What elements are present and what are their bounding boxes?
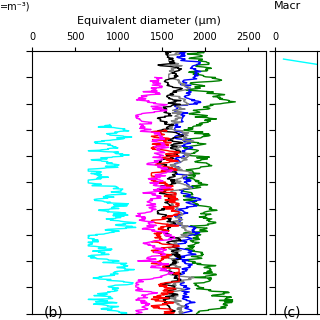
Text: Macr: Macr bbox=[274, 1, 301, 11]
Text: (b): (b) bbox=[44, 306, 63, 320]
X-axis label: Equivalent diameter (μm): Equivalent diameter (μm) bbox=[77, 16, 221, 26]
Text: =m⁻³): =m⁻³) bbox=[0, 1, 30, 11]
Text: (c): (c) bbox=[283, 306, 301, 320]
